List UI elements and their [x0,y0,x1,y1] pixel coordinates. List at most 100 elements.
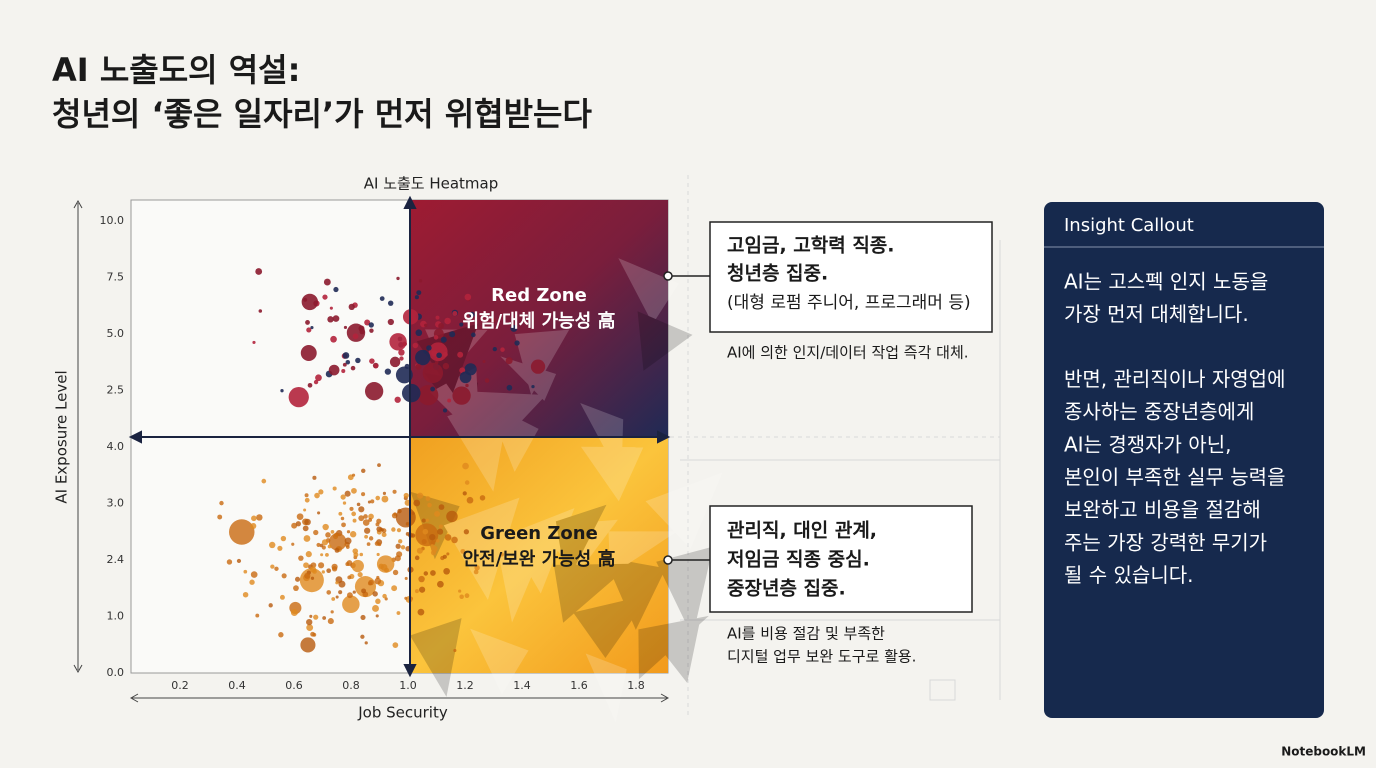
dot [219,500,224,506]
dot [325,532,331,538]
dot [464,593,470,599]
dot [479,495,486,501]
dot [326,590,332,595]
dot [399,356,404,361]
dot [414,555,420,561]
dot [229,519,255,545]
dot [500,347,505,352]
dot [429,533,436,541]
y-tick-label: 1.0 [107,610,125,623]
dot [404,576,408,580]
dot [236,558,242,564]
outer-axes [73,199,670,703]
dot [304,572,311,579]
dot [291,522,298,529]
dot [391,585,398,592]
facets [410,258,723,723]
dot [375,598,381,604]
dot [318,562,325,569]
dot [368,513,374,520]
dot [415,329,423,337]
dot [428,342,448,362]
dot [392,642,399,648]
dot [434,510,441,517]
dot [416,547,423,554]
dot [361,468,366,474]
dot [255,613,260,618]
dot [400,545,406,550]
dot [361,588,367,594]
insight-text: 주는 가장 강력한 무기가 [1064,530,1267,554]
dot [306,327,312,333]
dot [435,315,440,320]
facet [580,402,624,480]
dot [460,548,466,554]
dot [310,325,314,330]
dot [320,553,324,557]
dot [313,529,319,536]
dot [452,386,471,405]
dot [344,537,352,545]
dot [377,463,381,468]
dot [341,522,346,528]
dot [322,616,327,620]
dot [438,504,445,510]
dot [433,335,439,340]
dot [462,462,469,470]
dot [458,589,462,593]
dot [312,475,317,480]
dot [396,528,402,533]
callout-text: 저임금 직종 중심. [727,549,870,571]
dot [288,386,309,408]
dot [302,525,309,532]
x-tick-label: 0.6 [285,679,303,692]
dot [269,541,276,549]
facet [416,323,479,393]
dot [335,581,339,585]
dot [352,590,356,594]
dot [274,566,279,571]
dot [374,577,382,585]
dot [425,496,431,501]
dot [431,350,438,357]
y-tick-label: 0.0 [107,666,125,679]
callout-note: 디지털 업무 보완 도구로 활용. [727,648,916,666]
dot [506,384,513,391]
dot [306,618,313,626]
dot [249,579,255,585]
dot [416,290,422,296]
dot [309,566,317,573]
dot [430,540,436,546]
facet [496,524,554,623]
dot [294,576,301,582]
dot [394,396,401,403]
dot [510,324,518,332]
dot [261,478,267,484]
y-tick-label: 2.5 [107,384,125,397]
dot [364,527,371,534]
dot [304,518,311,526]
dot [396,276,400,281]
title-line: AI 노출도의 역설: [52,51,300,89]
dot [490,317,496,323]
dot [430,570,436,576]
dot [258,309,263,313]
dot [327,316,334,323]
dot [313,379,319,385]
dot [424,323,428,327]
x-tick-label: 0.2 [171,679,189,692]
dot [348,303,355,310]
dot [392,489,397,494]
callout-box [709,221,993,333]
dot [437,528,444,535]
dot [446,552,450,556]
callout-text: 청년층 집중. [727,263,828,285]
dot [413,499,421,507]
dot [333,286,339,293]
dot [290,609,298,617]
insight-text: 가장 먼저 대체합니다. [1064,302,1249,326]
x-tick-label: 1.2 [456,679,474,692]
dot [367,581,373,586]
heatmap-title: AI 노출도 Heatmap [364,175,499,193]
